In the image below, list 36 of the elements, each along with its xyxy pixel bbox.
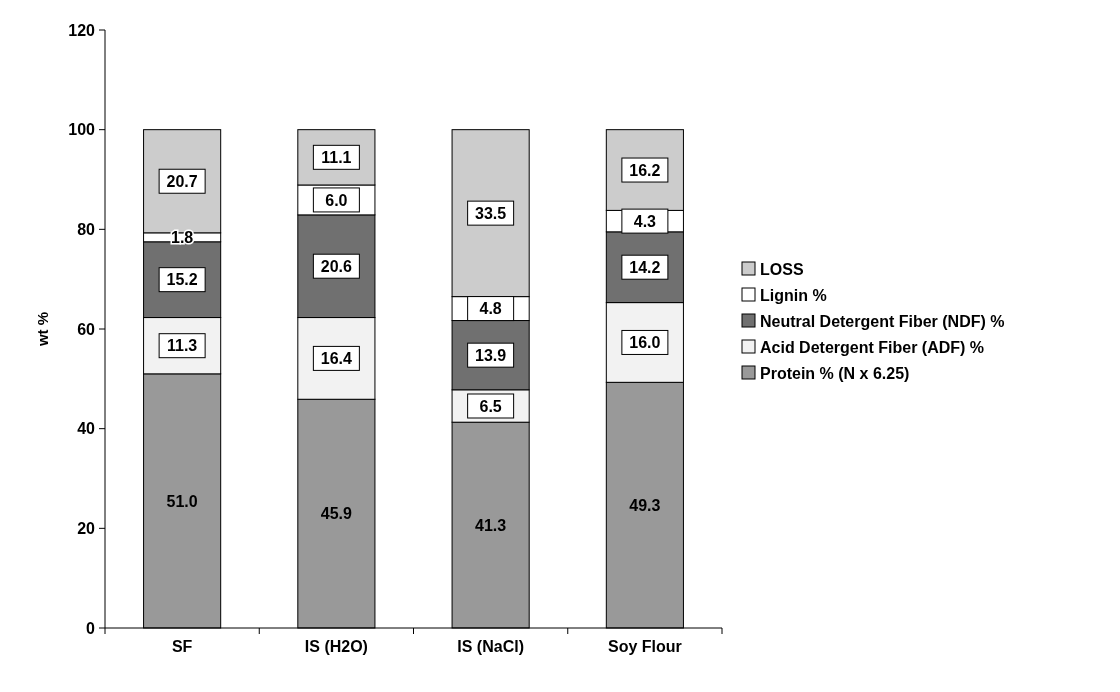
data-label: 13.9 — [475, 346, 507, 364]
data-label: 11.1 — [321, 148, 352, 166]
legend-label: Lignin % — [760, 286, 827, 304]
legend-label: LOSS — [760, 260, 804, 278]
y-tick-label: 120 — [68, 21, 96, 39]
x-tick-label: IS (H2O) — [304, 638, 368, 655]
legend-label: Acid Detergent Fiber (ADF) % — [760, 338, 985, 356]
data-label: 41.3 — [475, 516, 507, 534]
y-tick-label: 60 — [77, 320, 96, 338]
data-label: 6.5 — [479, 397, 502, 415]
data-label: 4.3 — [633, 212, 657, 230]
legend-label: Neutral Detergent Fiber (NDF) % — [760, 312, 1005, 330]
x-tick-label: IS (NaCl) — [457, 638, 524, 655]
y-tick-label: 100 — [68, 121, 96, 139]
data-label: 20.7 — [166, 172, 198, 190]
y-tick-label: 0 — [86, 619, 96, 637]
data-label: 4.8 — [479, 300, 502, 318]
data-label: 16.2 — [629, 161, 661, 179]
data-label: 6.0 — [325, 191, 348, 209]
y-tick-label: 80 — [77, 220, 96, 238]
data-label: 20.6 — [320, 257, 353, 275]
data-label: 49.3 — [629, 496, 661, 514]
x-tick-label: Soy Flour — [607, 638, 682, 655]
y-axis-title: wt % — [34, 311, 51, 348]
data-label: 45.9 — [320, 505, 353, 523]
data-label: 14.2 — [629, 258, 661, 276]
x-tick-label: SF — [171, 638, 193, 655]
data-label: 51.0 — [166, 492, 198, 510]
data-label: 11.3 — [166, 337, 198, 355]
data-label: 15.2 — [166, 271, 198, 289]
data-label: 16.0 — [629, 334, 661, 352]
y-tick-label: 20 — [77, 519, 96, 537]
data-label: 33.5 — [475, 204, 507, 222]
data-label: 16.4 — [320, 350, 353, 367]
legend-label: Protein % (N x 6.25) — [760, 364, 910, 382]
y-tick-label: 40 — [77, 420, 96, 438]
